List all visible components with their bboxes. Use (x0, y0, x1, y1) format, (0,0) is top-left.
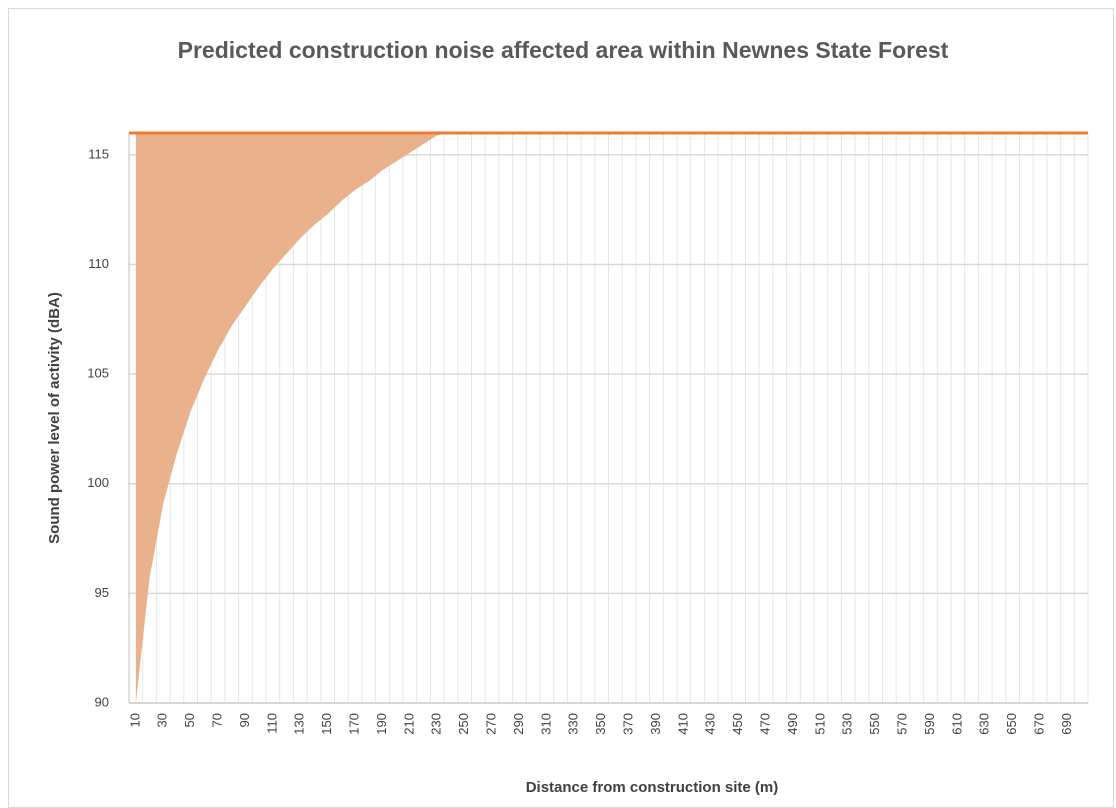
x-tick-label: 370 (620, 713, 635, 735)
x-tick-label: 450 (730, 713, 745, 735)
x-tick-label: 330 (566, 713, 581, 735)
x-tick-label: 110 (264, 713, 279, 734)
x-tick-label: 490 (785, 713, 800, 735)
x-tick-label: 130 (292, 713, 307, 735)
x-tick-label: 250 (456, 713, 471, 735)
y-tick-label: 110 (88, 256, 109, 271)
y-axis-title: Sound power level of activity (dBA) (46, 292, 63, 544)
x-tick-label: 310 (538, 713, 553, 735)
x-tick-label: 150 (319, 713, 334, 735)
x-tick-label: 550 (867, 713, 882, 735)
x-tick-label: 410 (675, 713, 690, 735)
chart-title: Predicted construction noise affected ar… (177, 37, 949, 63)
x-tick-label: 90 (237, 713, 252, 727)
area (135, 133, 1082, 703)
x-tick-label: 70 (209, 713, 224, 727)
x-tick-label: 390 (648, 713, 663, 735)
x-tick-label: 650 (1004, 713, 1019, 735)
y-tick-label: 115 (88, 146, 109, 161)
x-tick-label: 590 (922, 713, 937, 735)
x-tick-label: 530 (840, 713, 855, 735)
x-axis-title: Distance from construction site (m) (526, 779, 779, 796)
x-tick-label: 690 (1059, 713, 1074, 735)
y-tick-label: 105 (87, 366, 109, 381)
x-tick-label: 670 (1031, 713, 1046, 735)
x-tick-label: 10 (127, 713, 142, 727)
x-tick-label: 270 (483, 713, 498, 735)
y-tick-label: 95 (95, 585, 109, 600)
x-tick-label: 50 (182, 713, 197, 727)
x-tick-label: 430 (703, 713, 718, 735)
x-tick-label: 190 (374, 713, 389, 735)
y-tick-label: 100 (87, 475, 109, 490)
x-tick-label: 350 (593, 713, 608, 735)
x-tick-label: 510 (812, 713, 827, 735)
x-tick-label: 290 (511, 713, 526, 735)
x-tick-label: 610 (949, 713, 964, 735)
x-tick-label: 30 (155, 713, 170, 727)
x-tick-label: 170 (346, 713, 361, 735)
x-tick-label: 210 (401, 713, 416, 735)
x-tick-label: 630 (977, 713, 992, 735)
x-tick-label: 570 (894, 713, 909, 735)
x-tick-label: 470 (757, 713, 772, 735)
y-tick-label: 90 (95, 694, 109, 709)
x-tick-label: 230 (429, 713, 444, 735)
